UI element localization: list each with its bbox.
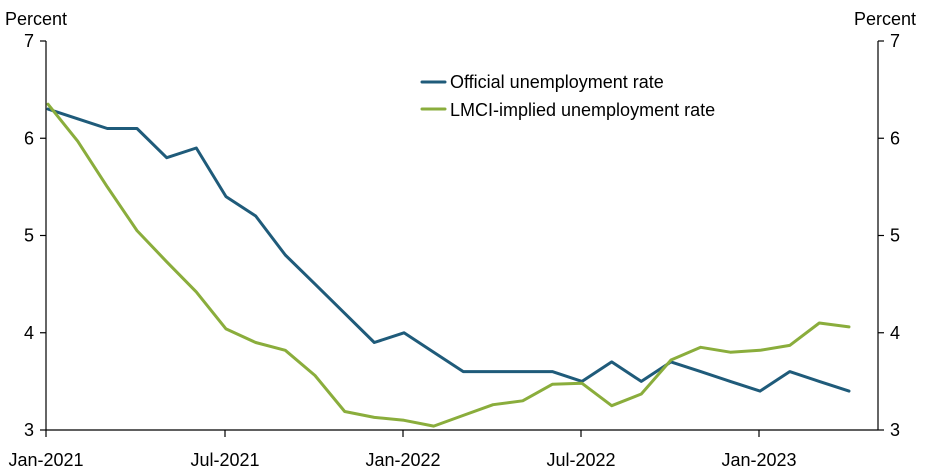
- x-tick-label: Jul-2021: [190, 450, 259, 470]
- legend-label-official: Official unemployment rate: [450, 72, 664, 92]
- left-axis-unit-label: Percent: [5, 9, 67, 29]
- series-lines: [46, 102, 851, 428]
- x-tick-label: Jul-2022: [546, 450, 615, 470]
- lmci-implied-unemployment-line: [46, 102, 851, 428]
- right-axis-unit-label: Percent: [854, 9, 916, 29]
- left-y-tick-label: 4: [24, 323, 34, 343]
- x-tick-label: Jan-2021: [8, 450, 83, 470]
- legend: Official unemployment rate LMCI-implied …: [420, 72, 715, 120]
- left-y-tick-label: 7: [24, 31, 34, 51]
- right-y-tick-label: 4: [890, 323, 900, 343]
- y-axis-ticks: 3 3 4 4 5 5 6 6 7 7: [24, 31, 900, 440]
- right-y-tick-label: 7: [890, 31, 900, 51]
- right-y-tick-label: 3: [890, 420, 900, 440]
- left-y-tick-label: 3: [24, 420, 34, 440]
- x-tick-label: Jan-2023: [721, 450, 796, 470]
- legend-label-lmci: LMCI-implied unemployment rate: [450, 100, 715, 120]
- left-y-tick-label: 6: [24, 128, 34, 148]
- right-y-tick-label: 5: [890, 226, 900, 246]
- right-y-tick-label: 6: [890, 128, 900, 148]
- left-y-tick-label: 5: [24, 226, 34, 246]
- x-tick-label: Jan-2022: [365, 450, 440, 470]
- official-unemployment-line: [46, 107, 851, 393]
- x-axis-ticks: Jan-2021 Jul-2021 Jan-2022 Jul-2022 Jan-2023: [8, 430, 797, 470]
